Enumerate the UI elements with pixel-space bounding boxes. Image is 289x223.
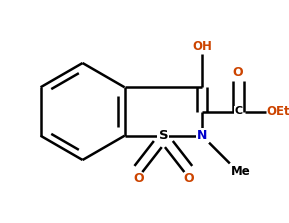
Text: O: O — [183, 172, 194, 185]
Text: O: O — [133, 172, 144, 185]
Text: OEt: OEt — [267, 105, 289, 118]
Text: N: N — [197, 129, 207, 142]
Text: O: O — [233, 66, 243, 79]
Text: OH: OH — [192, 40, 212, 53]
Text: C: C — [234, 107, 242, 116]
Text: S: S — [159, 129, 168, 142]
Text: Me: Me — [231, 165, 251, 178]
